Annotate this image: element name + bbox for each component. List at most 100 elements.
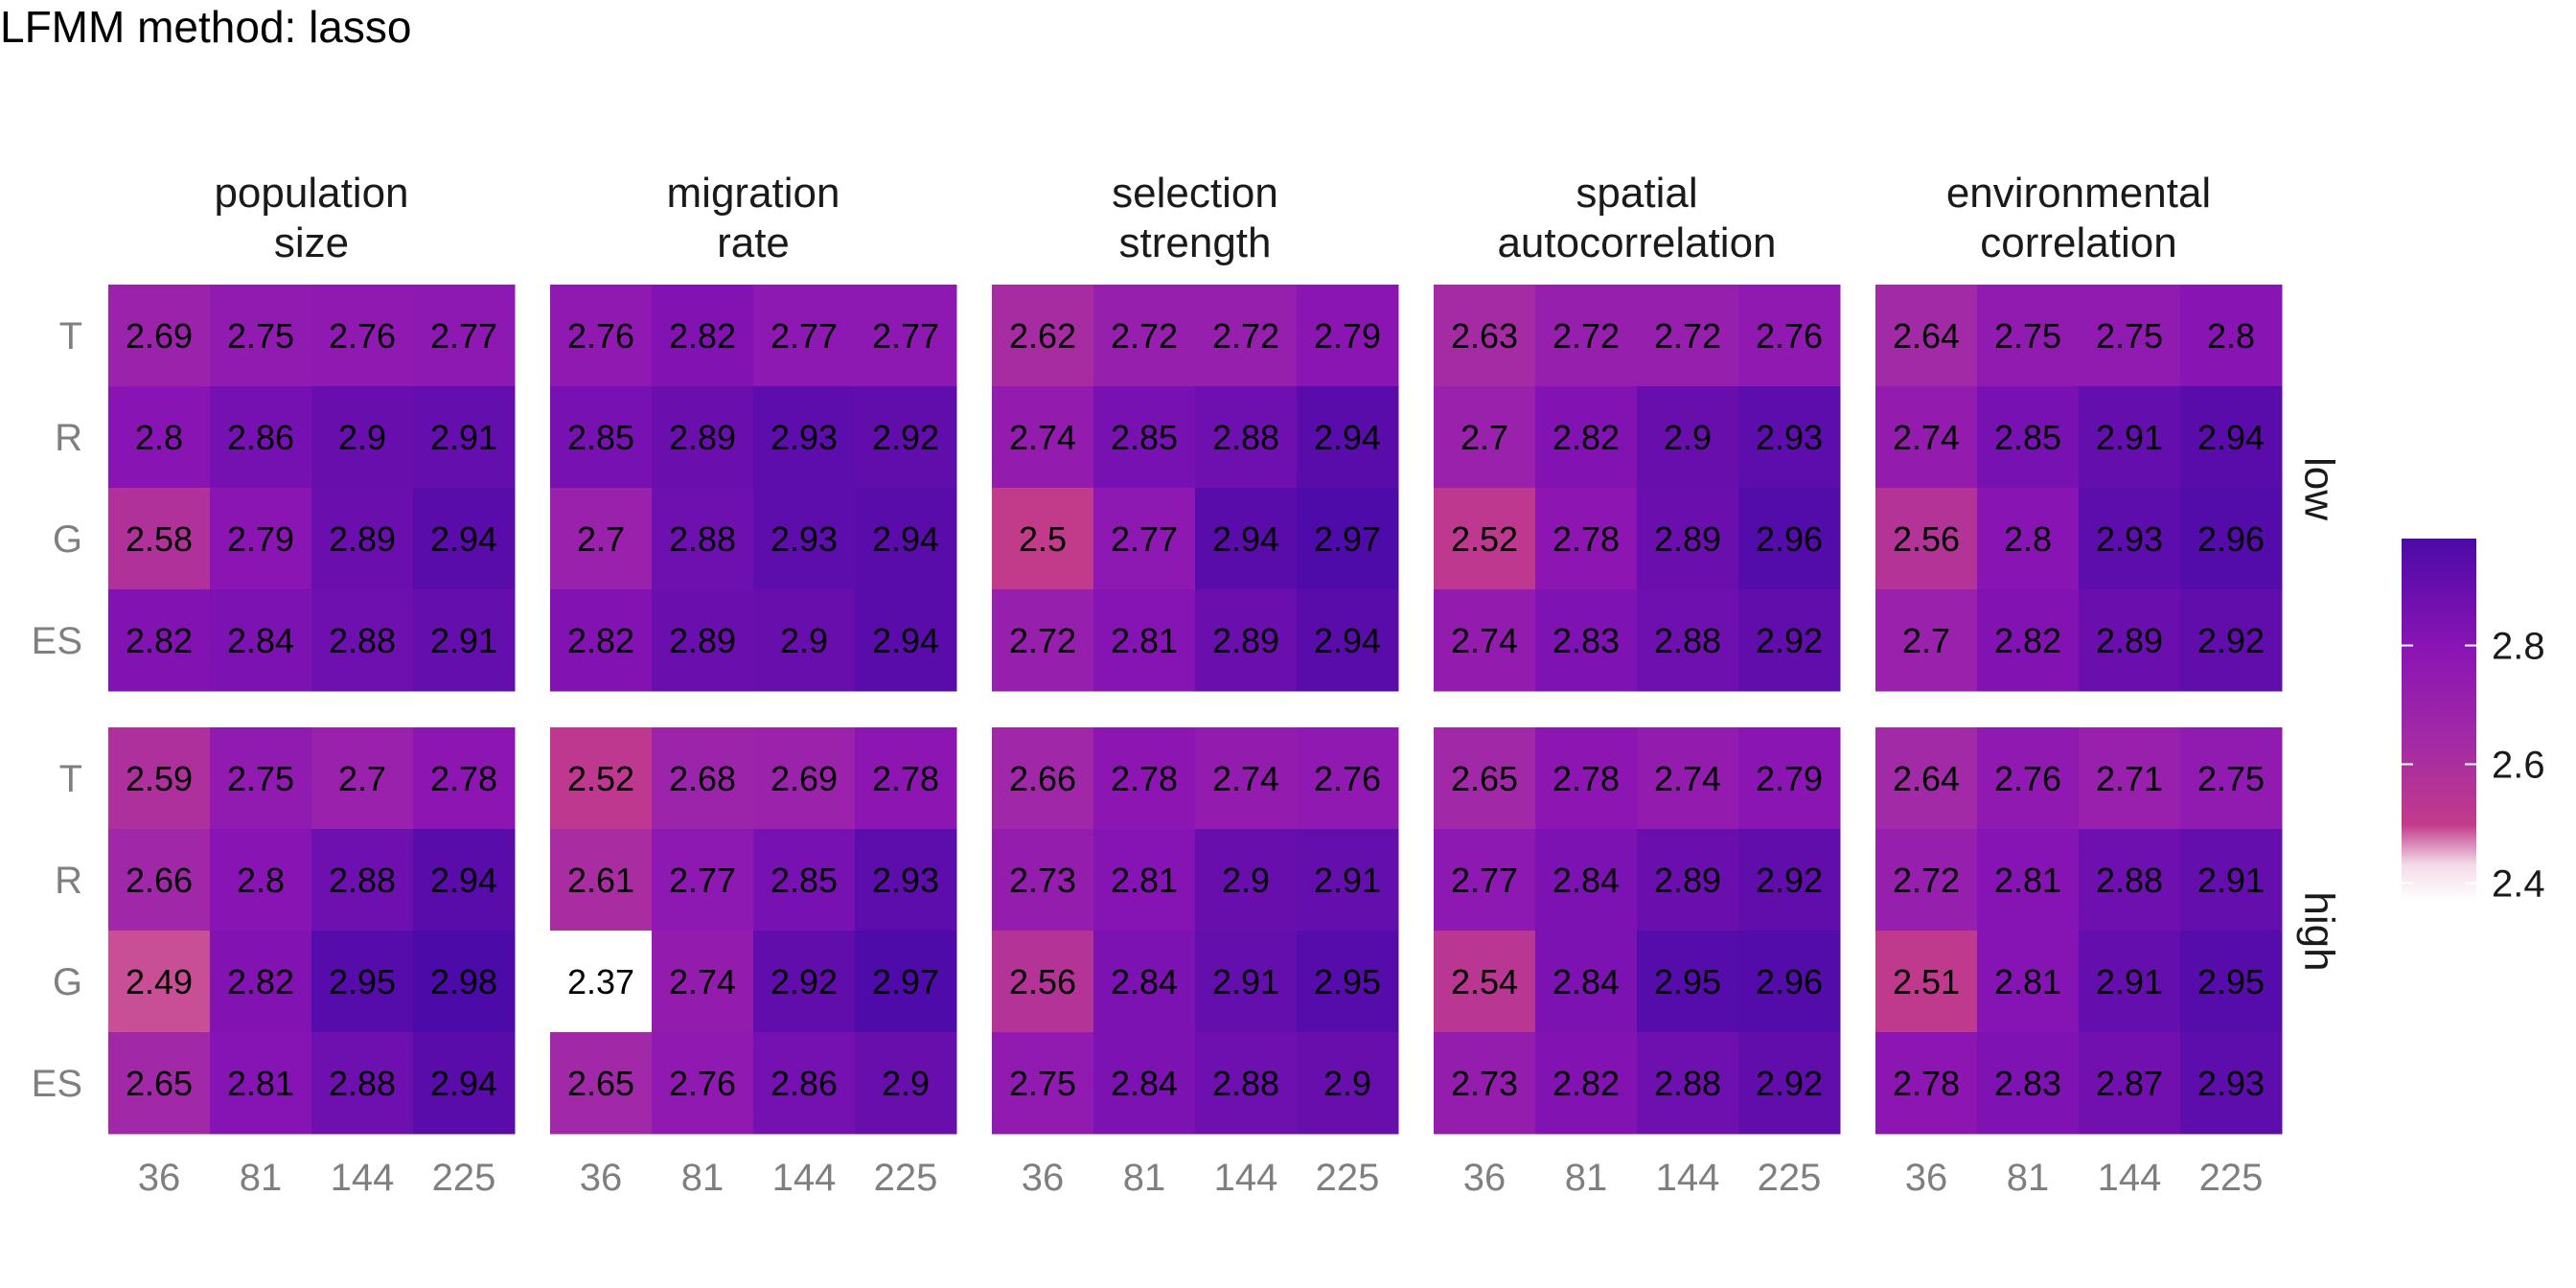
heatmap-cell (1535, 589, 1638, 692)
y-tick-label: T (59, 315, 82, 357)
cell-value-label: 2.97 (872, 962, 939, 1001)
cell-value-label: 2.82 (126, 621, 193, 660)
cell-value-label: 2.88 (669, 519, 736, 559)
heatmap-cell (2079, 589, 2181, 692)
facet-strip-label: rate (717, 219, 790, 266)
heatmap-cell (1637, 285, 1739, 387)
cell-value-label: 2.56 (1009, 962, 1076, 1001)
x-tick-label: 36 (1022, 1157, 1065, 1199)
cell-value-label: 2.65 (1451, 759, 1518, 798)
cell-value-label: 2.93 (872, 861, 939, 900)
cell-value-label: 2.73 (1009, 861, 1076, 900)
cell-value-label: 2.83 (1552, 621, 1620, 660)
y-tick-label: ES (32, 620, 82, 662)
heatmap-cell (550, 829, 653, 932)
heatmap-cell (652, 829, 754, 932)
cell-value-label: 2.92 (1756, 861, 1823, 900)
heatmap-cell (1637, 727, 1739, 830)
cell-value-label: 2.94 (430, 519, 497, 559)
cell-value-label: 2.85 (567, 418, 634, 457)
cell-value-label: 2.72 (1654, 316, 1721, 356)
heatmap-cell (108, 488, 211, 590)
cell-value-label: 2.91 (430, 621, 497, 660)
x-tick-label: 144 (1656, 1157, 1720, 1199)
heatmap-cell (1535, 931, 1638, 1033)
cell-value-label: 2.93 (1756, 418, 1823, 457)
heatmap-cell (2180, 589, 2283, 692)
cell-value-label: 2.82 (1552, 418, 1620, 457)
cell-value-label: 2.94 (2197, 418, 2265, 457)
cell-value-label: 2.9 (882, 1064, 930, 1103)
cell-value-label: 2.96 (1756, 519, 1823, 559)
cell-value-label: 2.88 (1654, 1064, 1721, 1103)
cell-value-label: 2.73 (1451, 1064, 1518, 1103)
cell-value-label: 2.75 (2096, 316, 2163, 356)
cell-value-label: 2.77 (872, 316, 939, 356)
heatmap-cell (855, 829, 957, 932)
cell-value-label: 2.77 (430, 316, 497, 356)
facet-strip-label: spatial (1576, 170, 1697, 217)
heatmap-cell (1637, 589, 1739, 692)
cell-value-label: 2.64 (1893, 759, 1960, 798)
heatmap-cell (1535, 488, 1638, 590)
heatmap-cell (1977, 829, 2080, 932)
heatmap-cell (1977, 285, 2080, 387)
cell-value-label: 2.76 (1994, 759, 2061, 798)
cell-value-label: 2.72 (1552, 316, 1620, 356)
cell-value-label: 2.75 (1994, 316, 2061, 356)
cell-value-label: 2.77 (1111, 519, 1178, 559)
cell-value-label: 2.69 (126, 316, 193, 356)
heatmap-cell (1977, 589, 2080, 692)
cell-value-label: 2.56 (1893, 519, 1960, 559)
facet-row-label: high (2296, 891, 2343, 971)
heatmap-cell (992, 589, 1094, 692)
heatmap-cell (652, 589, 754, 692)
heatmap-cell (1875, 488, 1978, 590)
heatmap-cell (210, 386, 312, 489)
cell-value-label: 2.76 (669, 1064, 736, 1103)
heatmap-cell (1297, 931, 1399, 1033)
heatmap-cell (652, 386, 754, 489)
cell-value-label: 2.88 (2096, 861, 2163, 900)
cell-value-label: 2.7 (577, 519, 625, 559)
heatmap-cell (1093, 931, 1196, 1033)
chart-title: LFMM method: lasso (0, 2, 411, 52)
heatmap-cell (992, 386, 1094, 489)
cell-value-label: 2.85 (1994, 418, 2061, 457)
heatmap-cell (1093, 727, 1196, 830)
facet-strip-label: population (214, 170, 408, 217)
heatmap-cell (1195, 589, 1298, 692)
cell-value-label: 2.79 (1756, 759, 1823, 798)
heatmap-cell (1434, 727, 1536, 830)
cell-value-label: 2.74 (1893, 418, 1960, 457)
heatmap-cell (108, 931, 211, 1033)
heatmap-cell (108, 829, 211, 932)
cell-value-label: 2.82 (1552, 1064, 1620, 1103)
heatmap-cell (1875, 931, 1978, 1033)
cell-value-label: 2.49 (126, 962, 193, 1001)
cell-value-label: 2.58 (126, 519, 193, 559)
heatmap-cell (2079, 1032, 2181, 1135)
colorbar (2402, 539, 2476, 901)
cell-value-label: 2.74 (669, 962, 736, 1001)
heatmap-cell (1093, 285, 1196, 387)
cell-value-label: 2.89 (1654, 519, 1721, 559)
cell-value-label: 2.95 (1314, 962, 1381, 1001)
cell-value-label: 2.91 (1212, 962, 1279, 1001)
heatmap-cell (210, 829, 312, 932)
cell-value-label: 2.8 (237, 861, 285, 900)
cell-value-label: 2.7 (1460, 418, 1508, 457)
cell-value-label: 2.89 (2096, 621, 2163, 660)
heatmap-cell (210, 488, 312, 590)
cell-value-label: 2.92 (2197, 621, 2265, 660)
x-tick-label: 81 (2007, 1157, 2050, 1199)
x-tick-label: 36 (1905, 1157, 1948, 1199)
heatmap-cell (1195, 488, 1298, 590)
y-tick-label: G (53, 518, 82, 561)
heatmap-cell (1195, 829, 1298, 932)
heatmap-cell (413, 589, 516, 692)
heatmap-cell (1535, 1032, 1638, 1135)
heatmap-cell (1977, 1032, 2080, 1135)
cell-value-label: 2.95 (1654, 962, 1721, 1001)
cell-value-label: 2.81 (1111, 861, 1178, 900)
